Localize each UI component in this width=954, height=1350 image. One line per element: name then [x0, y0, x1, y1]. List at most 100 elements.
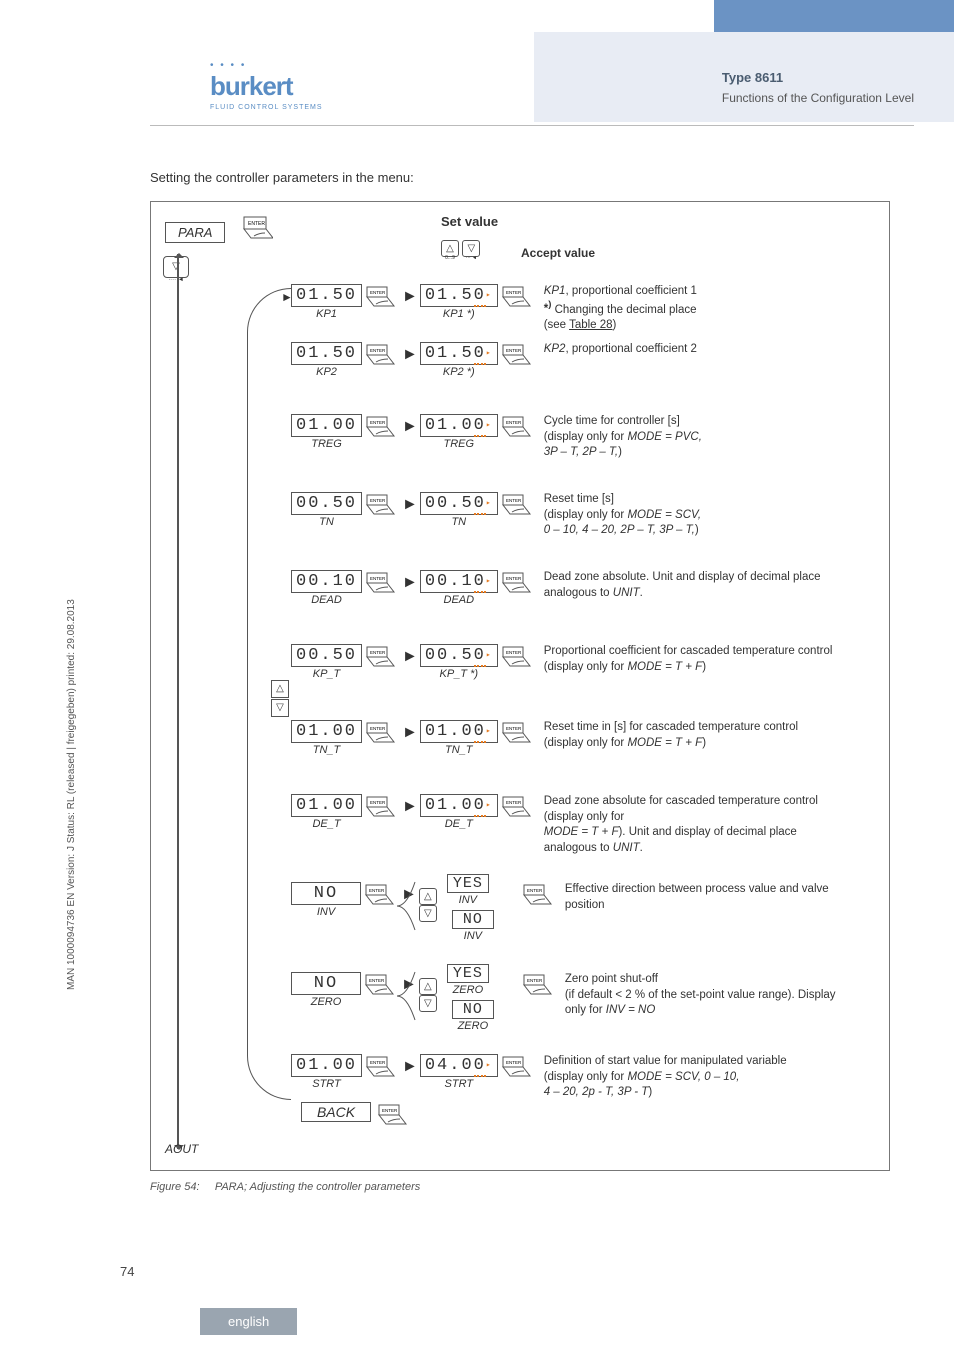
enter-icon: ENTER — [523, 884, 553, 909]
flow-row-tn: 00.50TNENTER►00.50▸TNENTERReset time [s]… — [291, 492, 871, 536]
nav-spine — [177, 254, 179, 1149]
flow-row-tn_t: 01.00TN_TENTER►01.00▸TN_TENTERReset time… — [291, 720, 871, 764]
enter-icon: ENTER — [502, 344, 532, 369]
enter-icon: ENTER — [365, 974, 395, 999]
menu-flowchart: Set value Accept value PARA ENTER ▽···· … — [150, 201, 890, 1171]
svg-text:ENTER: ENTER — [370, 420, 386, 425]
svg-text:ENTER: ENTER — [527, 888, 543, 893]
down-nav-icon: ▽···· ◄ — [163, 256, 189, 278]
enter-icon: ENTER — [502, 572, 532, 597]
accept-value-label: Accept value — [521, 246, 595, 260]
arrow-right-icon: ► — [402, 496, 418, 514]
svg-text:ENTER: ENTER — [369, 888, 385, 893]
svg-text:ENTER: ENTER — [527, 978, 543, 983]
enter-icon: ENTER — [502, 494, 532, 519]
enter-icon: ENTER — [502, 722, 532, 747]
row-description: Reset time [s](display only for MODE = S… — [544, 492, 701, 539]
figure-caption: Figure 54: PARA; Adjusting the controlle… — [150, 1181, 910, 1193]
row-description: Zero point shut-off(if default < 2 % of … — [565, 972, 855, 1019]
enter-icon: ENTER — [243, 216, 273, 245]
row-description: Effective direction between process valu… — [565, 882, 855, 913]
side-metadata: MAN 1000094736 EN Version: J Status: RL … — [66, 599, 77, 990]
svg-text:ENTER: ENTER — [370, 498, 386, 503]
flow-row-kp_t: 00.50KP_TENTER►00.50▸KP_T *)ENTERProport… — [291, 644, 871, 688]
arrow-right-icon: ► — [402, 288, 418, 306]
row-description: Cycle time for controller [s](display on… — [544, 414, 702, 461]
svg-text:ENTER: ENTER — [370, 726, 386, 731]
set-value-label: Set value — [441, 214, 498, 229]
arrow-right-icon: ► — [402, 798, 418, 816]
bar-up-icon: △ — [271, 680, 289, 698]
enter-icon: ENTER — [366, 646, 396, 671]
language-tab: english — [200, 1308, 297, 1335]
flow-row-zero: NOZEROENTER►△▽YESZERONOZEROENTERZero poi… — [291, 972, 871, 1016]
svg-text:ENTER: ENTER — [506, 290, 522, 295]
row-description: Proportional coefficient for cascaded te… — [544, 644, 833, 675]
enter-icon: ENTER — [366, 344, 396, 369]
flow-row-de_t: 01.00DE_TENTER►01.00▸DE_TENTERDead zone … — [291, 794, 871, 838]
svg-text:ENTER: ENTER — [506, 348, 522, 353]
enter-icon: ENTER — [366, 796, 396, 821]
row-description: Dead zone absolute for cascaded temperat… — [544, 794, 834, 856]
enter-icon: ENTER — [502, 1056, 532, 1081]
enter-icon: ENTER — [523, 974, 553, 999]
enter-icon: ENTER — [502, 286, 532, 311]
svg-text:ENTER: ENTER — [382, 1108, 398, 1113]
down-icon: ▽··· ◄ — [462, 240, 480, 257]
enter-icon: ENTER — [378, 1104, 408, 1129]
svg-text:ENTER: ENTER — [370, 800, 386, 805]
row-description: KP1, proportional coefficient 1*) Changi… — [544, 284, 697, 333]
flow-row-strt: 01.00STRTENTER►04.00▸STRTENTERDefinition… — [291, 1054, 871, 1098]
arrow-right-icon: ► — [402, 346, 418, 364]
enter-icon: ENTER — [366, 286, 396, 311]
flow-row-kp1: 01.50KP1ENTER►01.50▸KP1 *)ENTERKP1, prop… — [291, 284, 871, 328]
svg-text:ENTER: ENTER — [506, 420, 522, 425]
svg-text:ENTER: ENTER — [370, 1060, 386, 1065]
enter-icon: ENTER — [366, 722, 396, 747]
aout-label: AOUT — [165, 1142, 198, 1156]
row-description: KP2, proportional coefficient 2 — [544, 342, 697, 358]
enter-icon: ENTER — [502, 416, 532, 441]
logo: • • • • burkert FLUID CONTROL SYSTEMS — [210, 60, 323, 111]
flow-row-kp2: 01.50KP2ENTER►01.50▸KP2 *)ENTERKP2, prop… — [291, 342, 871, 386]
flow-row-treg: 01.00TREGENTER►01.00▸TREGENTERCycle time… — [291, 414, 871, 458]
enter-icon: ENTER — [502, 646, 532, 671]
flow-row-dead: 00.10DEADENTER►00.10▸DEADENTERDead zone … — [291, 570, 871, 614]
svg-text:ENTER: ENTER — [506, 576, 522, 581]
enter-icon: ENTER — [366, 416, 396, 441]
doc-header-title: Type 8611 Functions of the Configuration… — [722, 70, 914, 105]
enter-icon: ENTER — [365, 884, 395, 909]
enter-icon: ENTER — [366, 494, 396, 519]
svg-text:ENTER: ENTER — [248, 221, 265, 227]
flow-row-inv: NOINVENTER►△▽YESINVNOINVENTEREffective d… — [291, 882, 871, 926]
row-description: Dead zone absolute. Unit and display of … — [544, 570, 834, 601]
svg-text:ENTER: ENTER — [506, 800, 522, 805]
svg-text:ENTER: ENTER — [506, 1060, 522, 1065]
svg-text:ENTER: ENTER — [506, 726, 522, 731]
svg-text:ENTER: ENTER — [370, 348, 386, 353]
svg-text:ENTER: ENTER — [506, 498, 522, 503]
section-intro: Setting the controller parameters in the… — [150, 170, 910, 185]
header-separator — [150, 125, 914, 126]
svg-text:ENTER: ENTER — [370, 290, 386, 295]
svg-text:ENTER: ENTER — [369, 978, 385, 983]
enter-icon: ENTER — [366, 1056, 396, 1081]
arrow-right-icon: ► — [402, 724, 418, 742]
arrow-right-icon: ► — [402, 1058, 418, 1076]
row-description: Reset time in [s] for cascaded temperatu… — [544, 720, 798, 751]
para-node: PARA — [165, 222, 225, 243]
svg-text:ENTER: ENTER — [506, 650, 522, 655]
bar-down-icon: ▽ — [271, 699, 289, 717]
page-number: 74 — [120, 1264, 134, 1279]
row-description: Definition of start value for manipulate… — [544, 1054, 787, 1101]
enter-icon: ENTER — [366, 572, 396, 597]
svg-text:ENTER: ENTER — [370, 576, 386, 581]
header-color-bar — [714, 0, 954, 32]
arrow-right-icon: ► — [402, 648, 418, 666]
arrow-right-icon: ► — [402, 574, 418, 592]
up-icon: △0...9 — [441, 240, 459, 257]
arrow-right-icon: ► — [402, 418, 418, 436]
back-node: BACK ENTER — [301, 1102, 412, 1129]
enter-icon: ENTER — [502, 796, 532, 821]
svg-text:ENTER: ENTER — [370, 650, 386, 655]
